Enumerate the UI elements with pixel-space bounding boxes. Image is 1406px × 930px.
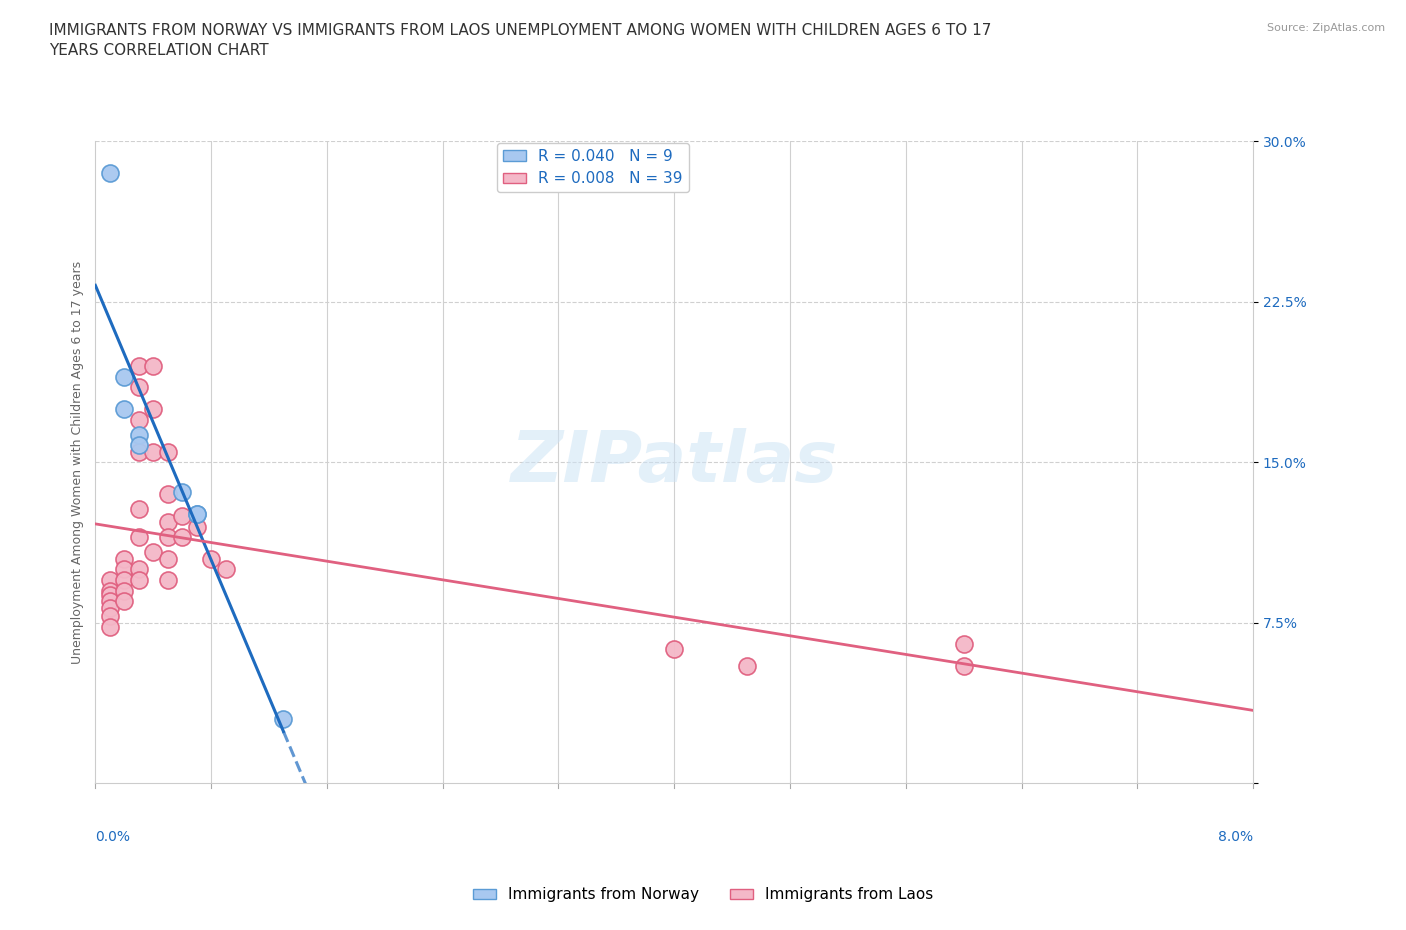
Point: [186, 519, 208, 534]
Point: [128, 380, 150, 395]
Point: [128, 427, 150, 442]
Point: [128, 562, 150, 577]
Point: [112, 562, 135, 577]
Point: [112, 402, 135, 417]
Point: [273, 711, 295, 726]
Point: [142, 545, 165, 560]
Point: [98, 594, 121, 609]
Point: [186, 506, 208, 521]
Point: [172, 509, 194, 524]
Point: [200, 551, 222, 566]
Point: [112, 594, 135, 609]
Point: [98, 619, 121, 634]
Point: [214, 562, 236, 577]
Point: [156, 573, 179, 588]
Point: [156, 530, 179, 545]
Point: [156, 487, 179, 502]
Point: [98, 588, 121, 603]
Text: IMMIGRANTS FROM NORWAY VS IMMIGRANTS FROM LAOS UNEMPLOYMENT AMONG WOMEN WITH CHI: IMMIGRANTS FROM NORWAY VS IMMIGRANTS FRO…: [49, 23, 991, 58]
Point: [142, 402, 165, 417]
Point: [98, 166, 121, 181]
Point: [128, 445, 150, 459]
Point: [952, 658, 974, 673]
Point: [128, 359, 150, 374]
Point: [128, 573, 150, 588]
Point: [98, 583, 121, 598]
Point: [128, 438, 150, 453]
Point: [156, 445, 179, 459]
Point: [172, 485, 194, 499]
Text: 8.0%: 8.0%: [1218, 830, 1253, 844]
Point: [98, 601, 121, 616]
Point: [112, 573, 135, 588]
Point: [142, 359, 165, 374]
Y-axis label: Unemployment Among Women with Children Ages 6 to 17 years: Unemployment Among Women with Children A…: [72, 260, 84, 664]
Point: [128, 502, 150, 517]
Point: [98, 573, 121, 588]
Legend: R = 0.040   N = 9, R = 0.008   N = 39: R = 0.040 N = 9, R = 0.008 N = 39: [498, 142, 689, 193]
Point: [186, 506, 208, 521]
Point: [112, 551, 135, 566]
Point: [664, 641, 686, 656]
Point: [112, 369, 135, 384]
Text: 0.0%: 0.0%: [96, 830, 131, 844]
Text: ZIPatlas: ZIPatlas: [510, 428, 838, 497]
Point: [128, 412, 150, 427]
Point: [142, 445, 165, 459]
Text: Source: ZipAtlas.com: Source: ZipAtlas.com: [1267, 23, 1385, 33]
Point: [172, 530, 194, 545]
Point: [156, 551, 179, 566]
Point: [128, 530, 150, 545]
Point: [952, 637, 974, 652]
Point: [735, 658, 758, 673]
Legend: Immigrants from Norway, Immigrants from Laos: Immigrants from Norway, Immigrants from …: [467, 882, 939, 909]
Point: [98, 609, 121, 624]
Point: [156, 515, 179, 530]
Point: [112, 583, 135, 598]
